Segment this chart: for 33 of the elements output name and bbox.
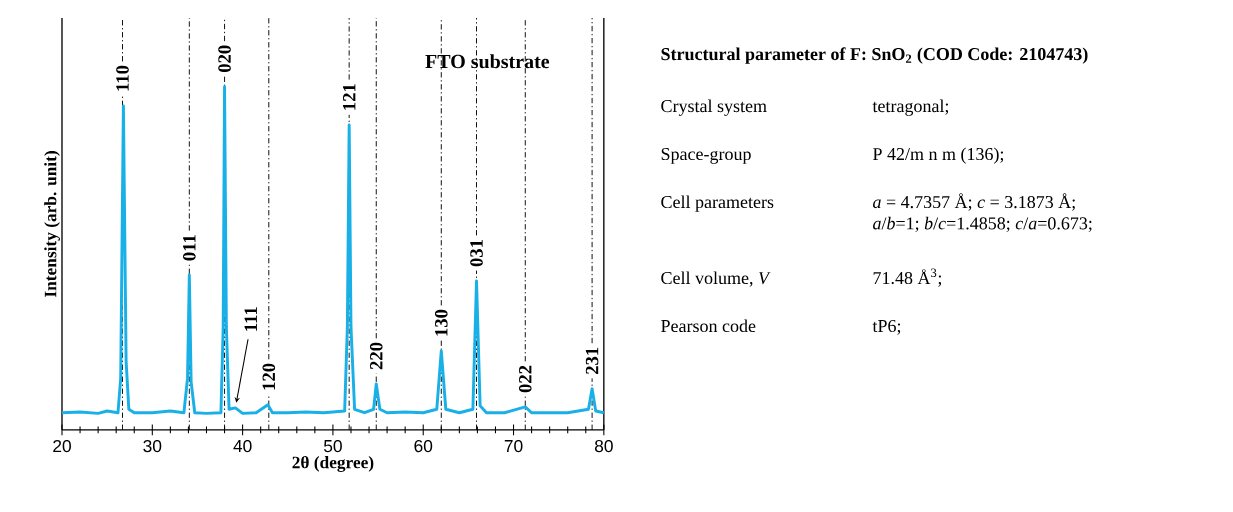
x-tick-label: 20 bbox=[53, 439, 71, 453]
x-tick-label: 70 bbox=[504, 439, 523, 453]
text: Structural parameter of F: SnO$_{2}$ (COD Code: 2104743) bbox=[661, 47, 1088, 64]
annotation: 220 bbox=[369, 342, 383, 370]
annotation: 020 bbox=[218, 45, 231, 73]
annotation: 022 bbox=[518, 365, 532, 393]
x-tick-label: 40 bbox=[233, 439, 252, 453]
y-axis-title: Intensity (arb. unit) bbox=[44, 151, 60, 298]
text: P 42/m n m (136); bbox=[873, 147, 1004, 164]
text: a/b=1; b/c=1.4858; c/a=0.673; bbox=[873, 216, 1092, 233]
text: 71.48 Å$^{3}$; bbox=[873, 268, 942, 287]
annotation: 011 bbox=[183, 235, 196, 261]
annotation: 031 bbox=[470, 240, 483, 267]
annotation: 130 bbox=[434, 309, 448, 336]
text: Pearson code bbox=[661, 319, 756, 333]
x-tick-label: 80 bbox=[594, 439, 613, 453]
text: Cell volume, V bbox=[661, 271, 771, 287]
annotation: 231 bbox=[585, 347, 599, 375]
x-axis-title: 2θ (degree) bbox=[292, 456, 374, 473]
annotation: 111 bbox=[244, 307, 257, 331]
text: Cell parameters bbox=[661, 195, 774, 212]
annotation: 110 bbox=[116, 65, 129, 91]
annotation: 120 bbox=[262, 363, 276, 390]
text: Space-group bbox=[661, 148, 751, 164]
text: FTO substrate bbox=[425, 54, 550, 69]
x-tick-label: 50 bbox=[323, 439, 342, 453]
x-tick-label: 30 bbox=[143, 439, 162, 453]
text: tetragonal; bbox=[872, 99, 949, 116]
annotation: 121 bbox=[343, 84, 356, 110]
text: a = 4.7357 Å; c = 3.1873 Å; bbox=[873, 193, 1075, 211]
x-tick-label: 60 bbox=[414, 439, 433, 453]
text: Crystal system bbox=[661, 99, 767, 116]
text: tP6; bbox=[872, 320, 901, 335]
